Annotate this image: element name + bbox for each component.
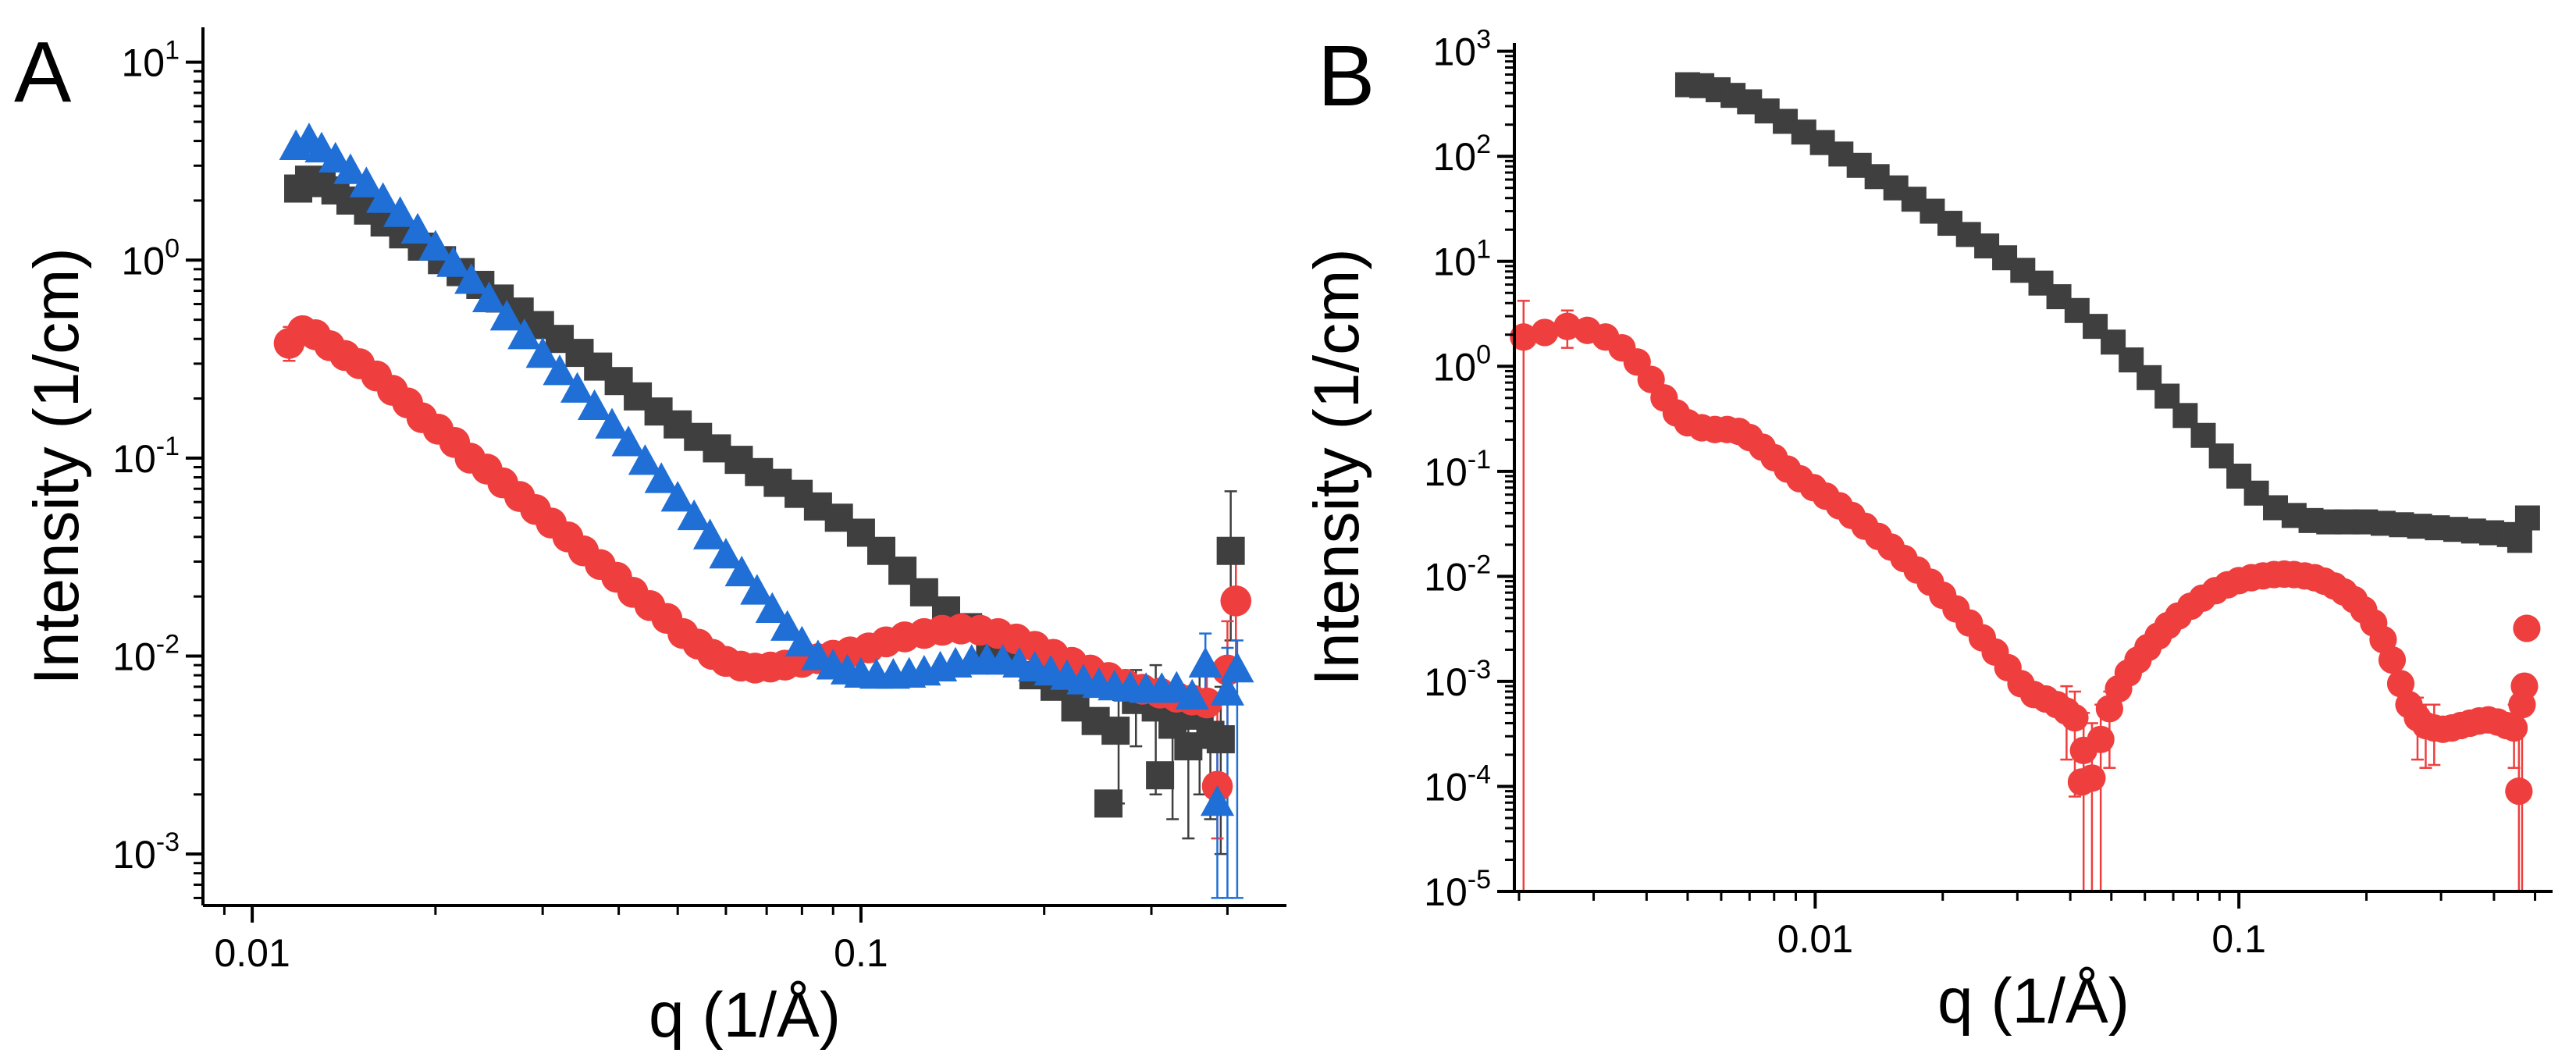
data-point <box>709 537 743 569</box>
x-axis-title-a: q (1/Å) <box>649 980 841 1051</box>
data-point <box>692 518 728 550</box>
data-point <box>366 182 400 213</box>
data-point <box>595 407 629 439</box>
y-tick-label: 101 <box>1432 235 1491 284</box>
data-point <box>2507 528 2532 553</box>
data-point <box>1094 789 1123 818</box>
data-point <box>2386 670 2415 698</box>
data-point <box>677 499 711 531</box>
data-point <box>1146 761 1175 790</box>
data-point <box>1531 318 1559 347</box>
data-point <box>611 425 646 457</box>
panel-letter-b: B <box>1318 28 1375 124</box>
data-point <box>785 625 819 657</box>
data-point <box>2067 768 2096 796</box>
data-point <box>2061 703 2089 732</box>
data-point <box>644 462 678 493</box>
y-tick-label: 10-1 <box>1424 445 1491 494</box>
data-point <box>740 574 774 605</box>
data-point <box>1200 784 1235 816</box>
y-tick-label: 101 <box>121 36 180 85</box>
data-point <box>1510 323 1538 351</box>
data-point <box>1188 646 1222 678</box>
data-point <box>2500 714 2528 742</box>
y-axis-title-a: Intensity (1/cm) <box>21 247 92 685</box>
series-dark-squares-b <box>1674 72 2540 553</box>
data-point <box>1220 585 1252 617</box>
y-tick-label: 10-3 <box>1424 655 1491 704</box>
x-tick-label: 0.1 <box>2211 917 2266 961</box>
y-tick-label: 100 <box>1432 340 1491 389</box>
y-tick-label: 102 <box>1432 130 1491 179</box>
series-blue-triangles-a <box>279 123 1254 816</box>
data-point <box>1216 536 1245 565</box>
data-point <box>400 212 435 244</box>
data-point <box>660 481 695 512</box>
data-point <box>2505 777 2533 806</box>
data-point <box>2513 614 2541 642</box>
data-point <box>560 372 595 403</box>
data-point <box>2510 672 2539 700</box>
y-axis-title-b: Intensity (1/cm) <box>1301 248 1372 685</box>
data-point <box>1210 674 1245 706</box>
series-red-circles-b <box>1510 312 2541 806</box>
data-point <box>454 263 489 294</box>
data-point <box>418 229 453 261</box>
data-point <box>1206 725 1235 754</box>
x-tick-label: 0.01 <box>214 931 290 975</box>
data-point <box>318 141 353 173</box>
data-point <box>755 592 789 623</box>
x-axis-title-b: q (1/Å) <box>1937 966 2129 1037</box>
data-point <box>724 555 759 587</box>
series-dark-squares-a <box>284 165 1245 818</box>
data-point <box>1220 651 1254 683</box>
y-tick-label: 10-3 <box>112 827 180 877</box>
data-point <box>436 246 471 277</box>
data-point <box>489 300 524 331</box>
data-point <box>770 610 805 641</box>
y-tick-label: 100 <box>121 233 180 283</box>
data-point <box>507 318 542 350</box>
data-point <box>577 389 612 421</box>
x-tick-label: 0.1 <box>834 931 888 975</box>
y-tick-label: 10-5 <box>1424 865 1491 914</box>
data-point <box>471 281 507 313</box>
data-point <box>628 444 663 475</box>
panel-letter-a: A <box>14 24 72 120</box>
data-point <box>1175 678 1209 710</box>
data-point <box>2087 725 2115 753</box>
data-point <box>2378 646 2407 674</box>
data-point <box>333 153 368 184</box>
data-point <box>349 166 383 197</box>
data-point <box>543 354 577 386</box>
y-tick-label: 10-4 <box>1424 759 1491 809</box>
data-point <box>383 196 418 227</box>
y-tick-label: 10-1 <box>112 432 180 481</box>
y-tick-label: 103 <box>1432 25 1491 74</box>
data-point <box>1101 717 1130 745</box>
data-point <box>525 336 560 368</box>
x-tick-label: 0.01 <box>1777 917 1853 961</box>
y-tick-label: 10-2 <box>112 630 180 679</box>
panel-a: A 10-3 10-2 10-1 100 101 0.01 0.1 q (1/Å) Intensi… <box>14 24 1286 1051</box>
y-tick-label: 10-2 <box>1424 550 1491 599</box>
data-point <box>2514 505 2540 531</box>
panel-b: B 10-5 10-4 10-3 10-2 10-1 100 101 102 103 0.01 0.1… <box>1301 25 2553 1037</box>
